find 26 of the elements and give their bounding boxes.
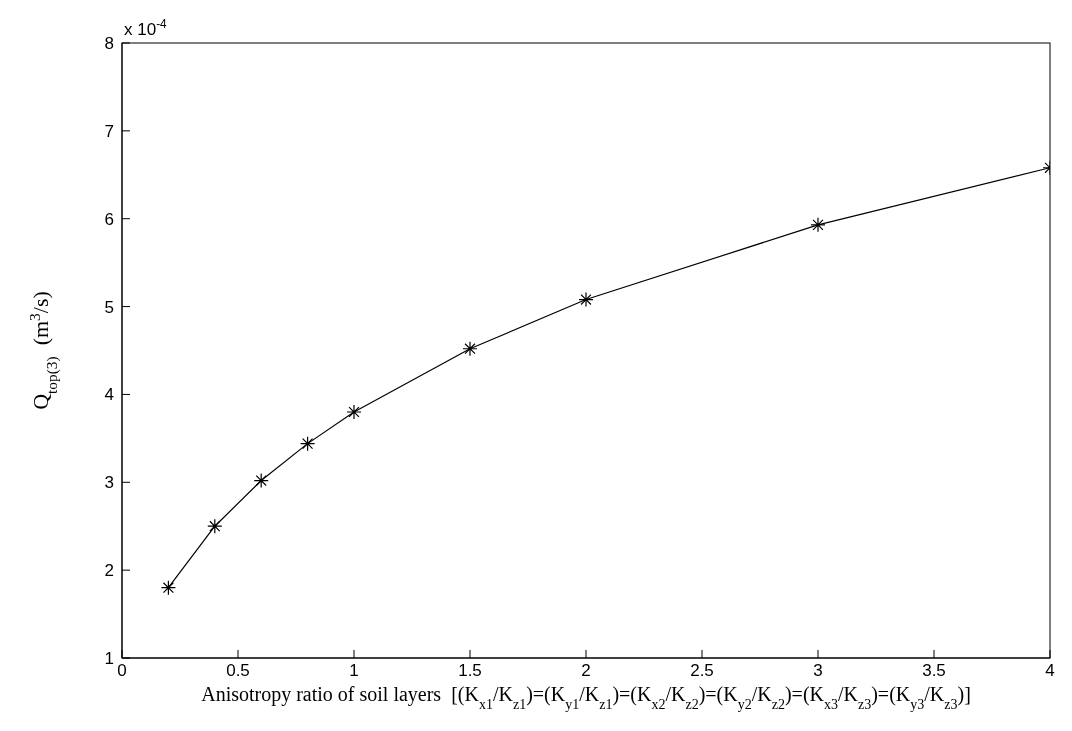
y-tick-label: 6: [104, 209, 114, 229]
x-tick-label: 1: [349, 661, 359, 681]
text: x 10$^{-4}$: [124, 17, 168, 39]
point: [300, 436, 316, 452]
x-tick-label: 1.5: [458, 661, 482, 681]
y-tick-label: 8: [104, 34, 114, 54]
x-tick-label: 0.5: [226, 661, 250, 681]
y-tick-label: 7: [104, 121, 114, 141]
x-tick-label: 3.5: [922, 661, 946, 681]
y-tick-label: 4: [104, 385, 114, 405]
point: [160, 580, 176, 596]
y-tick-label: 3: [104, 473, 114, 493]
x-tick-label: 3: [813, 661, 823, 681]
point: [346, 404, 362, 420]
y-tick-label: 5: [104, 297, 114, 317]
point: [810, 217, 826, 233]
text: Anisotropy ratio of soil layers [(K$_{x1}$/K$_{z1}$)=(K$_{y1}$/K$_{z1}$)=(K$_{x2}$/K$_{z2}$)=(K$_{y2}$/K$_{z2}$)=(K$_{x3}$/K$_{z3}$)=(K$_{y3}$/K$_{z3}$)]: [201, 683, 971, 712]
point: [207, 518, 223, 534]
x-tick-label: 4: [1045, 661, 1055, 681]
point: [253, 472, 269, 489]
x-tick-label: 0: [117, 661, 127, 681]
x-tick-label: 2.5: [690, 661, 714, 681]
point: [462, 341, 478, 357]
x-tick-label: 2: [581, 661, 591, 681]
point: [578, 291, 594, 308]
y-tick-label: 2: [104, 561, 114, 581]
